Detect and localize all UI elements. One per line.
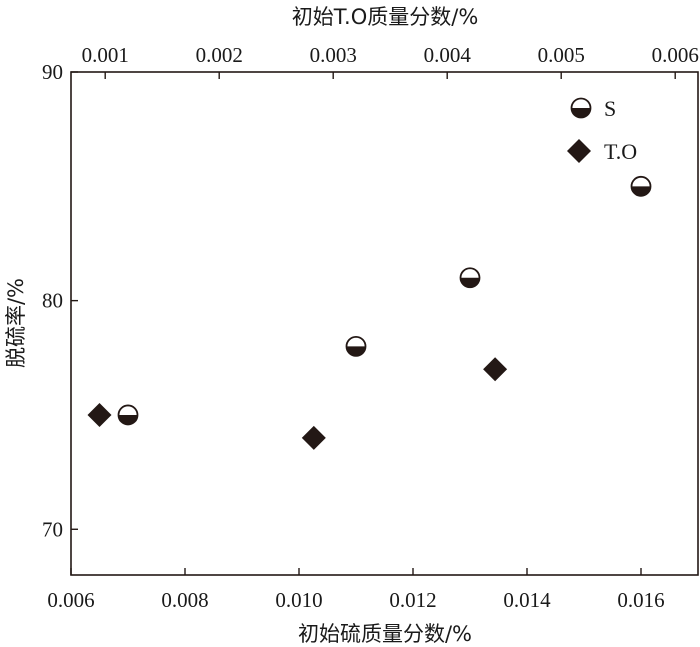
x2-tick-label: 0.004 (424, 43, 472, 67)
x2-tick-label: 0.003 (310, 43, 357, 67)
legend-marker-s (570, 97, 592, 119)
point-s (630, 175, 652, 197)
x-tick-label: 0.014 (503, 588, 551, 612)
x-tick-label: 0.006 (47, 588, 94, 612)
x2-tick-label: 0.002 (196, 43, 243, 67)
x-tick-label: 0.012 (389, 588, 436, 612)
point-s (117, 404, 139, 426)
x-tick-label: 0.008 (161, 588, 208, 612)
legend-label-to: T.O (604, 139, 637, 164)
point-s (345, 335, 367, 357)
legend-label-s: S (604, 96, 616, 121)
axis-ticks (70, 71, 676, 575)
x2-tick-label: 0.006 (652, 43, 699, 67)
point-s (459, 267, 481, 289)
legend: S T.O (567, 96, 637, 164)
x-tick-label: 0.010 (275, 588, 322, 612)
y-axis-title: 脱硫率/% (4, 278, 28, 368)
y-tick-label: 70 (42, 517, 63, 541)
y-tick-label: 80 (42, 289, 63, 313)
x2-tick-label: 0.001 (82, 43, 129, 67)
point-to (301, 425, 326, 450)
y-tick-label: 90 (42, 60, 63, 84)
plot-frame (70, 71, 699, 576)
legend-marker-to (567, 139, 591, 163)
top-axis-title: 初始T.O质量分数/% (292, 5, 479, 29)
tick-labels: 0.006 0.008 0.010 0.012 0.014 0.016 0.001 0.002… (42, 43, 699, 612)
point-to (483, 357, 508, 382)
x2-tick-label: 0.005 (538, 43, 585, 67)
point-to (87, 402, 112, 427)
data-points (87, 175, 652, 450)
x-tick-label: 0.016 (617, 588, 664, 612)
bottom-axis-title: 初始硫质量分数/% (298, 622, 472, 646)
